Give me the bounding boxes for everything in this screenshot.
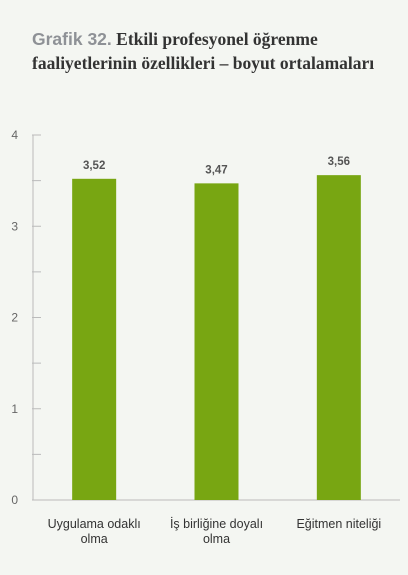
- bar: [316, 175, 361, 500]
- y-tick-label: 3: [11, 219, 18, 233]
- x-category-label: Uygulama odaklı olma: [48, 517, 141, 546]
- x-category-label-line: Uygulama odaklı: [48, 517, 141, 531]
- x-category-label-line: İş birliğine doyalı: [170, 517, 263, 531]
- chart-title: Grafik 32. Etkili profesyonel öğrenme fa…: [32, 27, 382, 75]
- data-label: 3,56: [328, 156, 350, 168]
- x-category-label-line: Eğitmen niteliği: [296, 517, 381, 531]
- bar: [194, 183, 239, 501]
- y-tick-label: 0: [11, 493, 18, 507]
- data-label: 3,47: [205, 164, 227, 176]
- x-category-label: İş birliğine doyalı olma: [170, 517, 263, 546]
- chart-title-prefix: Grafik 32.: [32, 29, 112, 49]
- bar: [72, 178, 117, 501]
- y-tick-label: 2: [11, 311, 18, 325]
- x-category-label-line: olma: [81, 532, 108, 546]
- chart-title-text: Etkili profesyonel öğrenme faaliyetlerin…: [32, 29, 375, 73]
- data-label: 3,52: [83, 160, 105, 172]
- y-tick-label: 1: [11, 402, 18, 416]
- x-category-label: Eğitmen niteliği: [296, 517, 381, 531]
- y-tick-label: 4: [11, 128, 18, 142]
- x-category-label-line: olma: [203, 532, 230, 546]
